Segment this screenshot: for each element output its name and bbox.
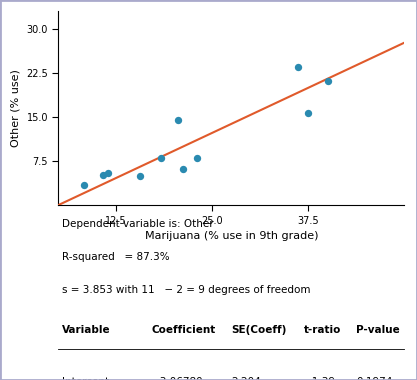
Text: SE(Coeff): SE(Coeff) <box>231 325 287 335</box>
Text: Variable: Variable <box>62 325 111 335</box>
Point <box>104 170 111 176</box>
Text: P-value: P-value <box>356 325 400 335</box>
Point <box>137 173 143 179</box>
X-axis label: Marijuana (% use in 9th grade): Marijuana (% use in 9th grade) <box>145 231 318 241</box>
Text: −3.06780: −3.06780 <box>152 377 203 380</box>
Text: R-squared   = 87.3%: R-squared = 87.3% <box>62 252 169 262</box>
Text: Intercept: Intercept <box>62 377 109 380</box>
Text: t-ratio: t-ratio <box>304 325 342 335</box>
Point <box>100 171 106 177</box>
Point <box>174 117 181 123</box>
Point <box>157 155 164 161</box>
Point <box>305 110 311 116</box>
Text: 0.1974: 0.1974 <box>356 377 392 380</box>
Point <box>325 78 332 84</box>
Text: Dependent variable is: Other: Dependent variable is: Other <box>62 218 214 229</box>
Text: −1.39: −1.39 <box>304 377 336 380</box>
Text: s = 3.853 with 11   − 2 = 9 degrees of freedom: s = 3.853 with 11 − 2 = 9 degrees of fre… <box>62 285 310 295</box>
Text: 2.204: 2.204 <box>231 377 261 380</box>
Point <box>180 166 186 172</box>
Text: Coefficient: Coefficient <box>152 325 216 335</box>
Point <box>295 64 301 70</box>
Point <box>80 182 87 188</box>
Point <box>193 155 200 161</box>
Y-axis label: Other (% use): Other (% use) <box>11 69 21 147</box>
